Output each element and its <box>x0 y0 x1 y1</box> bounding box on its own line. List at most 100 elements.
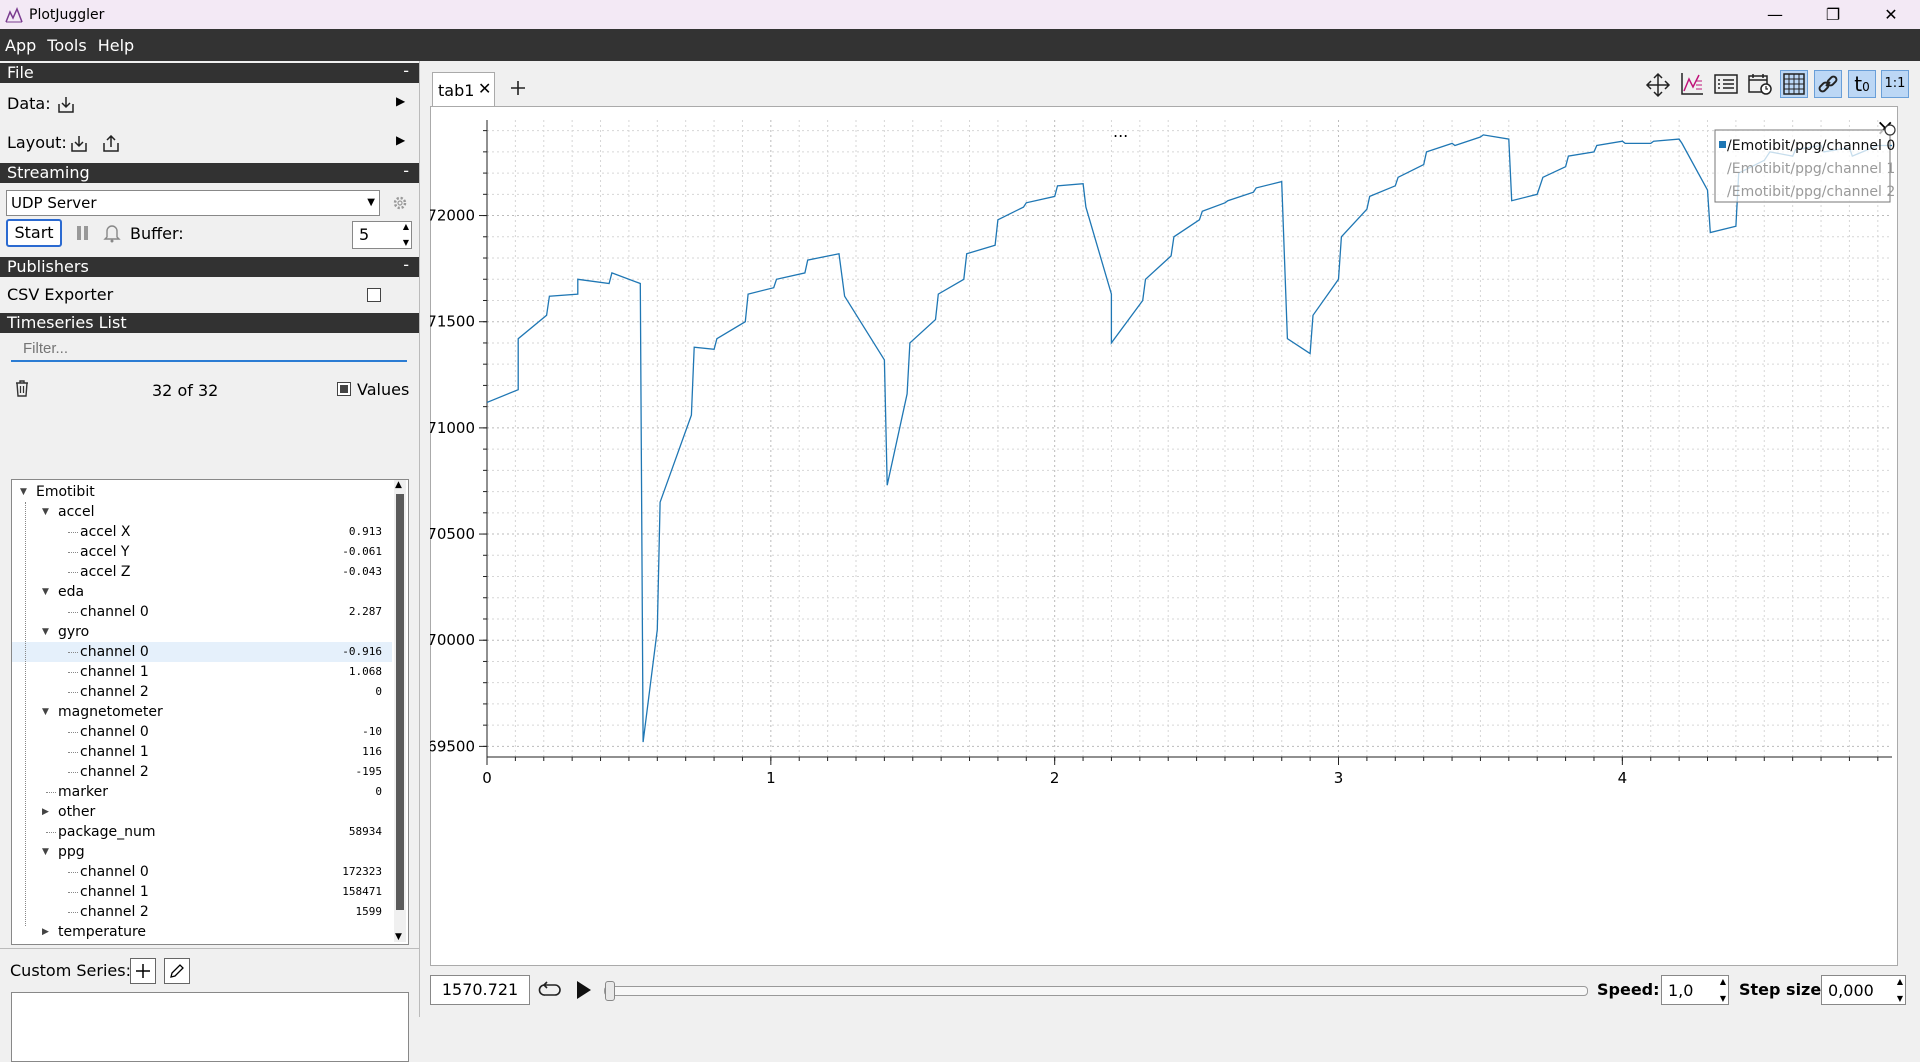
step-up-icon[interactable]: ▲ <box>1896 977 1903 986</box>
link-toggle[interactable] <box>1814 70 1842 98</box>
tree-item-label[interactable]: accel X <box>80 524 131 540</box>
trash-icon[interactable] <box>14 379 30 397</box>
y-tick-label: 171000 <box>430 419 475 437</box>
spin-down-icon[interactable]: ▼ <box>402 238 409 247</box>
close-window-button[interactable]: ✕ <box>1884 5 1898 24</box>
loop-icon[interactable] <box>538 980 562 1000</box>
tree-item-label[interactable]: ppg <box>58 844 85 860</box>
data-menu-arrow-icon[interactable]: ▶ <box>396 94 406 108</box>
tree-item-label[interactable]: channel 1 <box>80 744 149 760</box>
plot-area[interactable] <box>430 106 1898 966</box>
add-tab-icon[interactable] <box>509 79 527 97</box>
step-size-spinbox[interactable]: 0,000 ▲ ▼ <box>1821 975 1906 1005</box>
move-icon[interactable] <box>1645 71 1671 99</box>
step-down-icon[interactable]: ▼ <box>1896 994 1903 1003</box>
menu-app[interactable]: App <box>5 35 37 55</box>
tree-item-value: 2.287 <box>348 605 382 618</box>
publishers-section-header[interactable]: Publishers - <box>0 255 419 277</box>
menu-help[interactable]: Help <box>97 35 135 55</box>
scrollbar-thumb[interactable] <box>396 494 404 910</box>
custom-series-list[interactable] <box>11 992 409 1062</box>
tree-item-label[interactable]: other <box>58 804 96 820</box>
tree-item-label[interactable]: accel Z <box>80 564 131 580</box>
tree-item-label[interactable]: marker <box>58 784 108 800</box>
tree-item-label[interactable]: channel 2 <box>80 904 149 920</box>
tree-item-label[interactable]: channel 2 <box>80 764 149 780</box>
tree-item-label[interactable]: package_num <box>58 824 156 840</box>
scroll-down-icon[interactable]: ▼ <box>395 932 402 942</box>
publishers-collapse-button[interactable]: - <box>403 255 409 274</box>
tree-item-label[interactable]: channel 2 <box>80 684 149 700</box>
edit-custom-series-button[interactable] <box>164 958 190 984</box>
expand-arrow-icon[interactable]: ▼ <box>42 587 49 597</box>
speed-spinbox[interactable]: 1,0 ▲ ▼ <box>1661 975 1729 1005</box>
tree-item-value: -10 <box>362 725 382 738</box>
timeseries-tree[interactable]: ▼ Emotibit ▼ accel accel X 0.913 accel Y -0.061… <box>11 479 409 945</box>
tree-item-label[interactable]: Emotibit <box>36 484 95 500</box>
minimize-button[interactable]: — <box>1767 5 1783 24</box>
streaming-section-header[interactable]: Streaming - <box>0 161 419 183</box>
tree-item-label[interactable]: channel 0 <box>80 604 149 620</box>
tree-scrollbar[interactable]: ▲ ▼ <box>394 480 406 942</box>
tree-item-label[interactable]: channel 0 <box>80 864 149 880</box>
tree-item-label[interactable]: channel 0 <box>80 724 149 740</box>
values-checkbox[interactable] <box>337 382 351 396</box>
time-display[interactable]: 1570.721 <box>430 975 530 1005</box>
grid-toggle[interactable] <box>1780 70 1808 98</box>
zoom-axis-icon[interactable] <box>1679 71 1705 97</box>
timeseries-section-header[interactable]: Timeseries List <box>0 313 419 333</box>
tree-item-label[interactable]: accel <box>58 504 95 520</box>
line-chart[interactable]: 0 1 2 3 4 169500 170000 170500 171000 171500 17200… <box>430 106 1896 964</box>
tree-item-label[interactable]: channel 1 <box>80 884 149 900</box>
expand-arrow-icon[interactable]: ▼ <box>42 707 49 717</box>
speed-down-icon[interactable]: ▼ <box>1719 994 1726 1003</box>
tree-item-label[interactable]: channel 0 <box>80 644 149 660</box>
scroll-up-icon[interactable]: ▲ <box>395 480 402 490</box>
gear-icon[interactable] <box>391 194 409 212</box>
menu-tools[interactable]: Tools <box>47 35 87 55</box>
collapse-arrow-icon[interactable]: ▶ <box>42 807 49 817</box>
tree-item-label[interactable]: magnetometer <box>58 704 163 720</box>
tree-item-label[interactable]: temperature <box>58 924 146 940</box>
bell-icon[interactable] <box>103 223 121 243</box>
close-tab-icon[interactable]: ✕ <box>478 79 492 98</box>
expand-arrow-icon[interactable]: ▼ <box>20 487 27 497</box>
expand-arrow-icon[interactable]: ▼ <box>42 507 49 517</box>
tree-item-label[interactable]: gyro <box>58 624 90 640</box>
streaming-collapse-button[interactable]: - <box>403 161 409 180</box>
expand-arrow-icon[interactable]: ▼ <box>42 847 49 857</box>
restore-button[interactable]: ❐ <box>1825 5 1841 24</box>
load-data-icon[interactable] <box>57 96 75 114</box>
time-slider-handle[interactable] <box>605 981 615 1001</box>
streaming-source-select[interactable]: UDP Server ▼ <box>6 190 380 216</box>
time-slider[interactable] <box>604 981 1588 1001</box>
add-custom-series-button[interactable] <box>130 958 156 984</box>
tab-tab1[interactable]: tab1 ✕ <box>432 72 495 106</box>
t0-toggle[interactable]: t0 <box>1848 70 1876 98</box>
tree-item-label[interactable]: accel Y <box>80 544 130 560</box>
filter-input[interactable] <box>11 336 407 362</box>
tree-item-label[interactable]: channel 1 <box>80 664 149 680</box>
csv-exporter-checkbox[interactable] <box>367 288 381 302</box>
ratio-toggle[interactable]: 1:1 <box>1881 70 1909 98</box>
load-layout-icon[interactable] <box>70 135 88 153</box>
time-icon[interactable] <box>1747 71 1773 97</box>
step-size-label: Step size: <box>1739 980 1828 999</box>
play-icon[interactable] <box>575 980 593 1000</box>
start-streaming-button[interactable]: Start <box>6 219 62 247</box>
collapse-arrow-icon[interactable]: ▶ <box>42 927 49 937</box>
spin-up-icon[interactable]: ▲ <box>402 222 409 231</box>
speed-up-icon[interactable]: ▲ <box>1719 977 1726 986</box>
legend-icon[interactable] <box>1713 71 1739 97</box>
buffer-spinbox[interactable]: 5 ▲ ▼ <box>352 221 412 249</box>
y-tick-label: 172000 <box>430 207 475 225</box>
file-section-header[interactable]: File - <box>0 61 419 83</box>
file-collapse-button[interactable]: - <box>403 61 409 80</box>
tree-item-label[interactable]: eda <box>58 584 85 600</box>
speed-value: 1,0 <box>1668 981 1694 1000</box>
expand-arrow-icon[interactable]: ▼ <box>42 627 49 637</box>
pause-icon[interactable] <box>76 225 90 241</box>
layout-menu-arrow-icon[interactable]: ▶ <box>396 133 406 147</box>
plot-menu-dots[interactable]: ... <box>1113 122 1129 141</box>
save-layout-icon[interactable] <box>102 135 120 153</box>
